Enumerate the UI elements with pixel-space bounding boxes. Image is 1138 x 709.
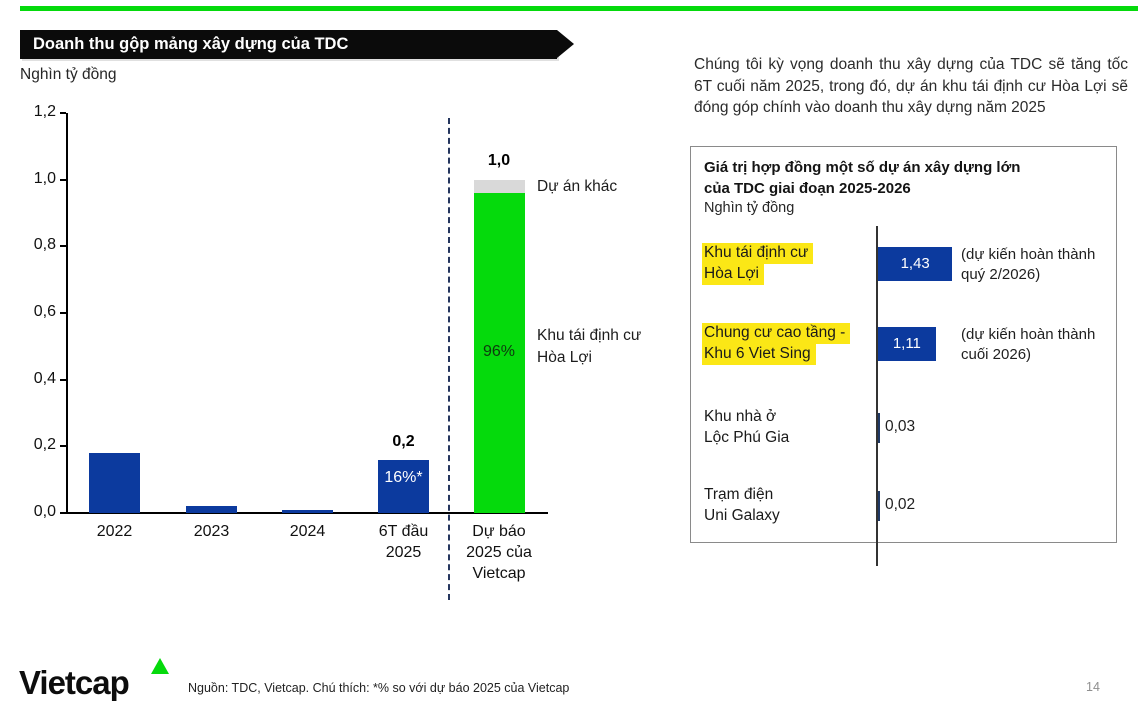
contracts-box-unit-label: Nghìn tỷ đồng: [704, 200, 795, 216]
chart-bar: [89, 453, 140, 513]
contract-value-label: 0,03: [885, 418, 916, 435]
contract-value-label: 1,43: [900, 255, 930, 272]
source-note: Nguồn: TDC, Vietcap. Chú thích: *% so vớ…: [188, 681, 570, 695]
chart-bar: [186, 506, 237, 513]
green-segment-label-line: Hòa Lợi: [537, 349, 592, 366]
x-category-label-line: 2025 của: [466, 544, 532, 561]
contract-value-label: 1,11: [892, 335, 921, 352]
contracts-box-title: Giá trị hợp đồng một số dự án xây dựng l…: [704, 158, 1020, 199]
x-category-label: 6T đầu 2025: [349, 521, 459, 563]
forecast-total-label: 1,0: [487, 151, 511, 169]
y-tick-label: 0,6: [33, 303, 56, 320]
y-tick-mark: [60, 312, 66, 314]
contract-bar: [878, 491, 880, 521]
contract-row-label: Khu tái định cư Hòa Lợi: [702, 243, 877, 285]
contract-note: (dự kiến hoàn thành cuối 2026): [961, 325, 1095, 365]
chart-title: Doanh thu gộp mảng xây dựng của TDC: [33, 35, 349, 53]
page-number: 14: [1086, 680, 1100, 694]
y-tick-mark: [60, 378, 66, 381]
contract-row-label-text: Uni Galaxy: [704, 507, 780, 524]
x-category-label-line: 6T đầu: [378, 523, 429, 540]
x-category-label-line: 2023: [193, 523, 230, 540]
green-segment-label-line: Khu tái định cư: [537, 327, 642, 344]
contract-row-label-line: Khu tái định cư: [702, 243, 877, 264]
h1-2025-value-label: 0,2: [392, 432, 415, 450]
chart-bar: [378, 459, 429, 513]
contract-bar: [878, 413, 880, 443]
y-axis-line: [66, 113, 68, 514]
h1-2025-pct-label: 16%*: [384, 468, 423, 486]
chart-title-banner: Doanh thu gộp mảng xây dựng của TDC: [20, 30, 574, 59]
chart-bar: [282, 509, 333, 513]
contract-row-label-line: Hòa Lợi: [702, 264, 877, 285]
y-tick-label: 0,8: [33, 236, 56, 254]
contract-row-label-text: Hòa Lợi: [702, 264, 764, 285]
y-tick-label: 1,0: [33, 169, 56, 187]
contract-row-label-line: Trạm điện: [702, 485, 877, 506]
y-tick-label: 1,2: [33, 103, 56, 120]
contract-row-label-text: Khu tái định cư: [702, 243, 814, 264]
y-tick-label: 0,2: [33, 436, 56, 454]
commentary-paragraph: Chúng tôi kỳ vọng doanh thu xây dựng của…: [694, 56, 1128, 116]
top-accent-bar: [20, 6, 1138, 11]
x-category-label-line: Vietcap: [472, 565, 526, 582]
contract-row-label-text: Lộc Phú Gia: [704, 429, 790, 446]
contract-note-line: cuối 2026): [961, 346, 1032, 363]
y-tick-mark: [60, 245, 66, 248]
logo-triangle-icon: [151, 658, 169, 674]
x-category-label-line: 2022: [96, 523, 133, 540]
y-tick-label: 0,0: [33, 503, 56, 520]
chart-bar: [473, 193, 525, 513]
contract-note: (dự kiến hoàn thành quý 2/2026): [961, 245, 1095, 285]
contract-value-label: 0,02: [885, 496, 916, 513]
green-segment-label: Khu tái định cư Hòa Lợi: [537, 325, 641, 369]
contracts-box-title-line1: Giá trị hợp đồng một số dự án xây dựng l…: [704, 159, 1021, 176]
y-tick-label: 0,4: [33, 369, 56, 387]
x-category-label: Dự báo 2025 của Vietcap: [444, 521, 554, 584]
vietcap-logo: Vietcap: [19, 664, 130, 701]
y-tick-mark: [60, 512, 66, 514]
forecast-divider-line: [448, 118, 450, 600]
contract-bar: [878, 247, 953, 281]
x-category-label-line: 2025: [385, 544, 422, 561]
contract-row-label-line: Chung cư cao tầng -: [702, 323, 877, 344]
x-category-label-line: Dự báo: [472, 523, 526, 540]
contract-row-label-line: Khu nhà ở: [702, 407, 877, 428]
forecast-green-pct-label: 96%: [482, 343, 516, 360]
contract-row-label: Khu nhà ở Lộc Phú Gia: [702, 407, 877, 449]
contracts-box-title-line2: của TDC giai đoạn 2025-2026: [704, 179, 911, 197]
axis-unit-label: Nghìn tỷ đồng: [20, 66, 117, 83]
x-category-label: 2024: [253, 521, 363, 542]
x-category-label: 2022: [60, 521, 170, 542]
contract-row-label-line: Uni Galaxy: [702, 506, 877, 527]
contract-note-line: (dự kiến hoàn thành: [961, 326, 1096, 343]
gray-segment-label: Dự án khác: [537, 178, 618, 196]
y-tick-mark: [60, 112, 66, 114]
x-category-label: 2023: [157, 521, 267, 542]
contract-row-label-line: Lộc Phú Gia: [702, 428, 877, 449]
contract-row-label-text: Khu nhà ở: [704, 408, 777, 425]
y-tick-mark: [60, 445, 66, 448]
contracts-axis-line: [876, 226, 878, 566]
x-category-label-line: 2024: [289, 523, 326, 540]
contract-row-label: Trạm điện Uni Galaxy: [702, 485, 877, 527]
contract-row-label-text: Trạm điện: [704, 486, 774, 503]
contract-row-label-text: Chung cư cao tầng -: [702, 323, 851, 344]
contract-row-label-text: Khu 6 Viet Sing: [702, 344, 816, 365]
x-axis-line: [66, 512, 548, 514]
contract-row-label-line: Khu 6 Viet Sing: [702, 344, 877, 365]
contract-bar: [878, 327, 936, 361]
chart-bar: [473, 179, 525, 193]
y-tick-mark: [60, 178, 66, 181]
contract-row-label: Chung cư cao tầng - Khu 6 Viet Sing: [702, 323, 877, 365]
contract-note-line: quý 2/2026): [961, 266, 1041, 283]
contract-note-line: (dự kiến hoàn thành: [961, 246, 1096, 263]
